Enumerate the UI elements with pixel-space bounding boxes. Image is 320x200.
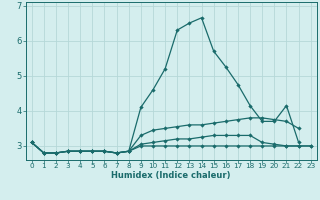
X-axis label: Humidex (Indice chaleur): Humidex (Indice chaleur) bbox=[111, 171, 231, 180]
